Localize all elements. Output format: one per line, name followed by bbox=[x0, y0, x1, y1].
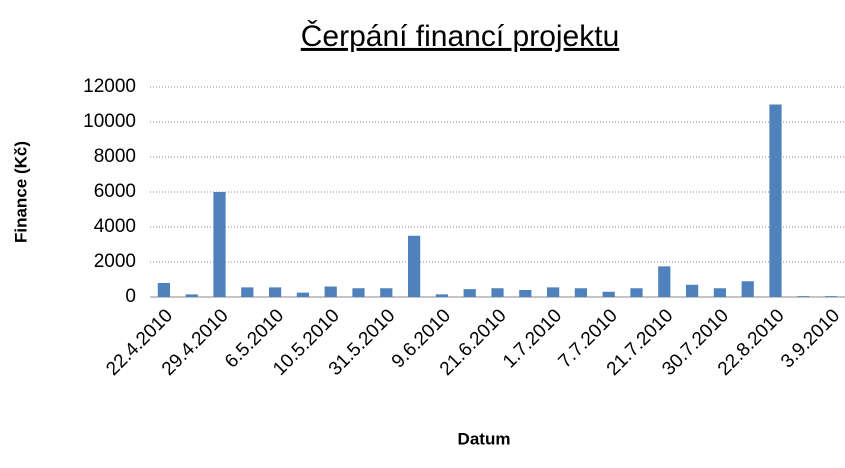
bar bbox=[352, 288, 365, 297]
bar bbox=[713, 288, 727, 297]
bar bbox=[268, 287, 282, 297]
y-tick-label: 2000 bbox=[94, 251, 136, 272]
chart-title: Čerpání financí projektu bbox=[301, 19, 620, 53]
y-tick-label: 12000 bbox=[83, 76, 136, 97]
x-tick-label: 3.9.2010 bbox=[777, 305, 844, 372]
bar bbox=[407, 235, 421, 297]
bar bbox=[519, 290, 532, 297]
bar bbox=[241, 287, 254, 297]
bar bbox=[546, 287, 560, 297]
bar bbox=[491, 288, 504, 297]
y-tick-label: 8000 bbox=[94, 146, 136, 167]
bar bbox=[602, 291, 615, 297]
bar bbox=[296, 292, 310, 297]
y-tick-label: 0 bbox=[125, 286, 136, 307]
bar bbox=[797, 296, 810, 297]
y-tick-label: 4000 bbox=[94, 216, 136, 237]
bar bbox=[741, 281, 754, 297]
bar bbox=[630, 288, 643, 297]
x-axis-label: Datum bbox=[458, 429, 511, 448]
bar bbox=[324, 286, 337, 297]
bar bbox=[213, 192, 226, 297]
bar bbox=[157, 283, 171, 297]
bar bbox=[574, 288, 588, 297]
y-axis-label: Finance (Kč) bbox=[11, 141, 30, 243]
x-tick-label: 1.7.2010 bbox=[499, 305, 566, 372]
bar bbox=[435, 294, 449, 297]
bar bbox=[185, 294, 198, 297]
bar bbox=[658, 266, 671, 297]
y-tick-label: 10000 bbox=[83, 111, 136, 132]
bar bbox=[824, 296, 838, 297]
bar bbox=[685, 284, 699, 297]
bar bbox=[769, 104, 782, 297]
bar bbox=[463, 289, 476, 297]
bar bbox=[380, 288, 393, 297]
y-tick-label: 6000 bbox=[94, 181, 136, 202]
